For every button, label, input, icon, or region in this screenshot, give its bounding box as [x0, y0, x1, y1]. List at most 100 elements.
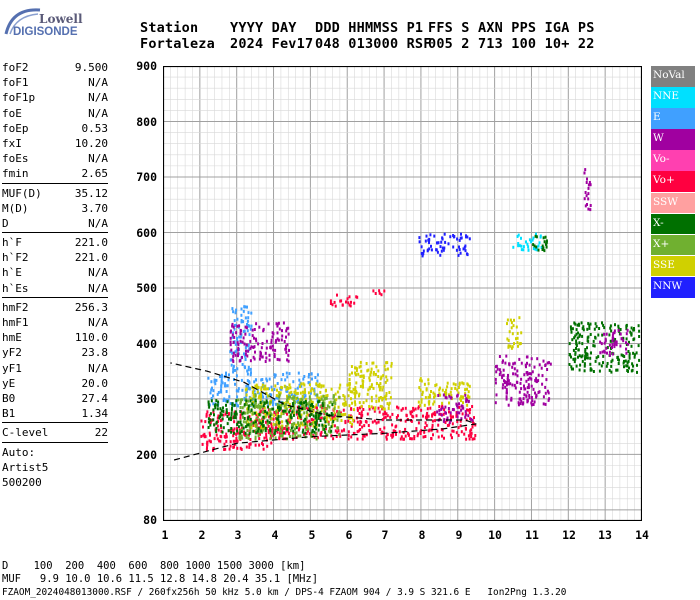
echo-point — [474, 434, 477, 437]
echo-point — [233, 319, 236, 323]
echo-point — [254, 384, 257, 388]
echo-point — [239, 406, 242, 409]
footer-muf-row: MUF 9.9 10.0 10.6 11.5 12.8 14.8 20.4 35… — [2, 573, 319, 585]
echo-point — [211, 386, 213, 390]
echo-point — [391, 435, 394, 439]
echo-point — [289, 406, 292, 410]
echo-point — [285, 425, 288, 429]
echo-point — [354, 403, 357, 407]
echo-point — [462, 396, 464, 400]
echo-point — [297, 434, 300, 438]
echo-point — [206, 443, 209, 447]
echo-point — [293, 422, 296, 426]
echo-point — [281, 334, 284, 338]
echo-point — [438, 405, 441, 408]
echo-point — [578, 354, 581, 358]
echo-point — [234, 416, 237, 420]
legend-item-ssw: SSW — [651, 192, 695, 214]
echo-point — [252, 429, 255, 433]
echo-point — [302, 419, 305, 423]
echo-point — [528, 396, 531, 400]
echo-point — [206, 446, 208, 450]
legend-item-nnw: NNW — [651, 276, 695, 298]
echo-point — [470, 431, 473, 435]
echo-point — [230, 329, 232, 333]
echo-point — [325, 433, 328, 437]
echo-point — [431, 413, 434, 417]
echo-point — [266, 394, 269, 398]
echo-point — [303, 401, 305, 405]
legend-item-noval: NoVal — [651, 66, 695, 87]
echo-point — [389, 396, 392, 400]
ionogram-plot[interactable] — [163, 66, 642, 521]
echo-point — [258, 357, 261, 361]
echo-point — [246, 419, 249, 423]
echo-point — [368, 429, 371, 432]
echo-point — [345, 300, 347, 304]
echo-point — [306, 424, 309, 428]
echo-point — [513, 361, 516, 365]
echo-point — [267, 387, 270, 391]
echo-point — [235, 389, 238, 393]
echo-point — [259, 395, 262, 399]
echo-point — [322, 394, 325, 398]
echo-point — [323, 401, 326, 405]
echo-point — [229, 444, 232, 448]
echo-point — [311, 387, 313, 391]
echo-point — [231, 324, 234, 328]
echo-point — [627, 342, 630, 346]
artist-version: Artist5 — [2, 460, 49, 474]
parameter-value: N/A — [88, 361, 108, 375]
echo-point — [286, 399, 288, 403]
echo-point — [520, 244, 523, 248]
echo-point — [604, 339, 607, 343]
echo-point — [225, 411, 228, 415]
echo-point — [504, 361, 507, 365]
echo-point — [296, 400, 299, 404]
echo-point — [394, 429, 397, 433]
echo-point — [443, 408, 446, 412]
echo-point — [420, 252, 423, 255]
echo-point — [456, 237, 459, 241]
echo-point — [518, 390, 521, 394]
echo-point — [509, 382, 512, 386]
echo-point — [214, 382, 217, 386]
echo-point — [421, 254, 424, 258]
echo-point — [378, 388, 381, 392]
echo-point — [279, 434, 282, 438]
parameter-name: yF2 — [2, 346, 22, 360]
echo-point — [452, 235, 455, 239]
echo-point — [324, 427, 327, 431]
echo-point — [239, 400, 242, 404]
echo-point — [437, 241, 440, 245]
echo-point — [610, 364, 613, 368]
echo-point — [248, 386, 251, 390]
echo-point — [320, 397, 323, 401]
echo-point — [425, 234, 428, 238]
echo-point — [257, 403, 260, 407]
echo-point — [268, 377, 271, 381]
echo-point — [326, 394, 329, 397]
echo-point — [525, 365, 527, 369]
echo-point — [355, 391, 358, 395]
echo-point — [541, 244, 544, 248]
echo-point — [234, 311, 237, 315]
echo-point — [313, 435, 316, 439]
echo-point — [331, 416, 334, 420]
echo-point — [208, 417, 210, 421]
echo-point — [244, 397, 247, 401]
echo-point — [295, 431, 298, 435]
echo-point — [381, 398, 384, 402]
echo-point — [353, 408, 355, 412]
echo-point — [354, 388, 357, 392]
echo-point — [259, 353, 262, 357]
echo-point — [261, 355, 264, 359]
echo-point — [544, 235, 547, 239]
echo-point — [608, 353, 611, 357]
echo-point — [346, 383, 349, 387]
header-station-label: Station — [140, 20, 199, 36]
echo-point — [387, 403, 390, 407]
echo-point — [350, 424, 353, 428]
echo-point — [252, 421, 255, 425]
echo-point — [277, 418, 280, 422]
